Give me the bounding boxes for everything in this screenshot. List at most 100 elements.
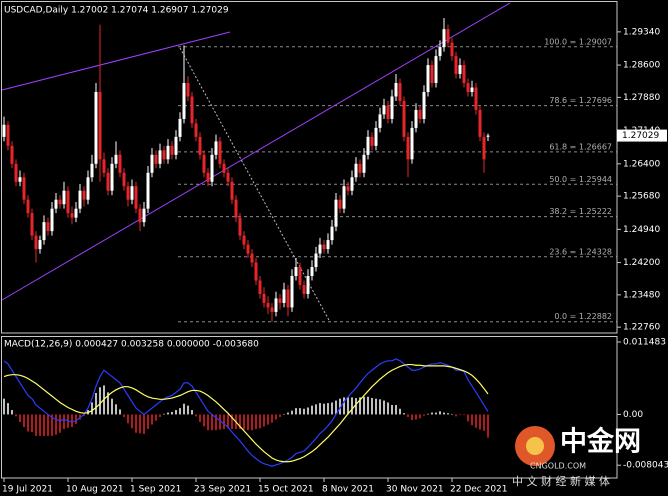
candle-body [478,109,482,137]
macd-bar [335,400,337,415]
candle-body [278,298,282,303]
candle-body [230,181,234,200]
y-tick-label: 1.25680 [623,192,660,202]
candle-body [118,154,122,173]
candle-body [254,262,258,281]
candle-body [442,29,446,48]
x-tick-label: 19 Jul 2021 [2,485,53,495]
candle-body [26,199,30,214]
candle-body [82,190,86,200]
candle-body [282,289,286,303]
candle-body [110,163,114,191]
fib-label: 0.0 = 1.22882 [554,312,612,321]
macd-bar [75,414,77,424]
macd-bar [171,411,173,415]
macd-bar [227,414,229,429]
macd-bar [299,408,301,415]
candle-body [438,47,442,57]
macd-bar [423,414,425,416]
candle-body [470,87,474,93]
macd-bar [31,414,33,433]
last-price-tag [617,129,667,142]
macd-bar [427,413,429,415]
last-price-label: 1.27029 [622,131,659,141]
macd-bar [295,408,297,415]
macd-bar [471,414,473,426]
candle-body [174,136,178,155]
x-tick-label: 30 Nov 2021 [386,485,444,495]
candle-body [450,42,454,57]
macd-bar [403,413,405,415]
macd-bar [123,414,125,417]
candle-body [210,154,214,182]
macd-bar [247,414,249,431]
candle-body [298,267,302,285]
candle-body [122,172,126,187]
macd-bar [91,402,93,415]
macd-bar [255,414,257,429]
candle-body [70,213,74,218]
candle-body [462,65,466,84]
candle-body [326,240,330,250]
macd-bar [3,398,5,415]
macd-bar [115,404,117,415]
macd-bar [375,398,377,415]
macd-bar [187,405,189,415]
macd-bar [435,412,437,415]
candle-body [130,186,134,200]
candle-body [6,124,10,146]
macd-bar [219,414,221,430]
candle-body [270,307,274,312]
candle-body [202,154,206,173]
macd-bar [383,400,385,415]
candle-body [234,199,238,218]
macd-bar [95,392,97,415]
macd-bar [455,414,457,417]
macd-bar [135,414,137,433]
candle-body [50,208,54,232]
macd-bar [331,402,333,415]
fib-label: 23.6 = 1.24328 [549,247,612,256]
macd-bar [355,398,357,415]
macd-bar [231,414,233,429]
candle-body [226,172,230,182]
candle-body [410,127,414,160]
candle-body [166,145,170,160]
candle-body [370,136,374,146]
macd-bar [183,403,185,415]
candle-body [194,123,198,137]
macd-line [3,363,489,463]
candle-body [78,190,82,209]
x-tick-label: 10 Aug 2021 [66,485,124,495]
macd-bar [459,414,461,416]
y-tick-label: 1.24940 [623,225,660,235]
x-tick-label: 15 Oct 2021 [258,485,314,495]
macd-bar [431,412,433,415]
macd-bar [343,397,345,415]
candle-body [14,163,18,182]
candle-body [162,150,166,160]
macd-bar [39,414,41,436]
candle-body [434,56,438,84]
candle-body [330,226,334,241]
candle-body [38,240,42,250]
candle-body [10,145,14,164]
candle-body [114,154,118,164]
candle-body [74,208,78,218]
macd-bar [15,414,17,417]
macd-bar [211,414,213,431]
candle-body [98,92,102,160]
candle-body [90,163,94,178]
macd-bar [307,407,309,415]
candle-body [106,172,110,191]
macd-bar [271,414,273,423]
macd-bar [443,412,445,415]
candle-body [158,150,162,164]
candle-body [350,177,354,191]
macd-bar [35,414,37,436]
macd-bar [327,403,329,415]
candle-body [134,186,138,209]
candle-body [238,217,242,236]
macd-bar [155,414,157,421]
candle-body [342,186,346,209]
